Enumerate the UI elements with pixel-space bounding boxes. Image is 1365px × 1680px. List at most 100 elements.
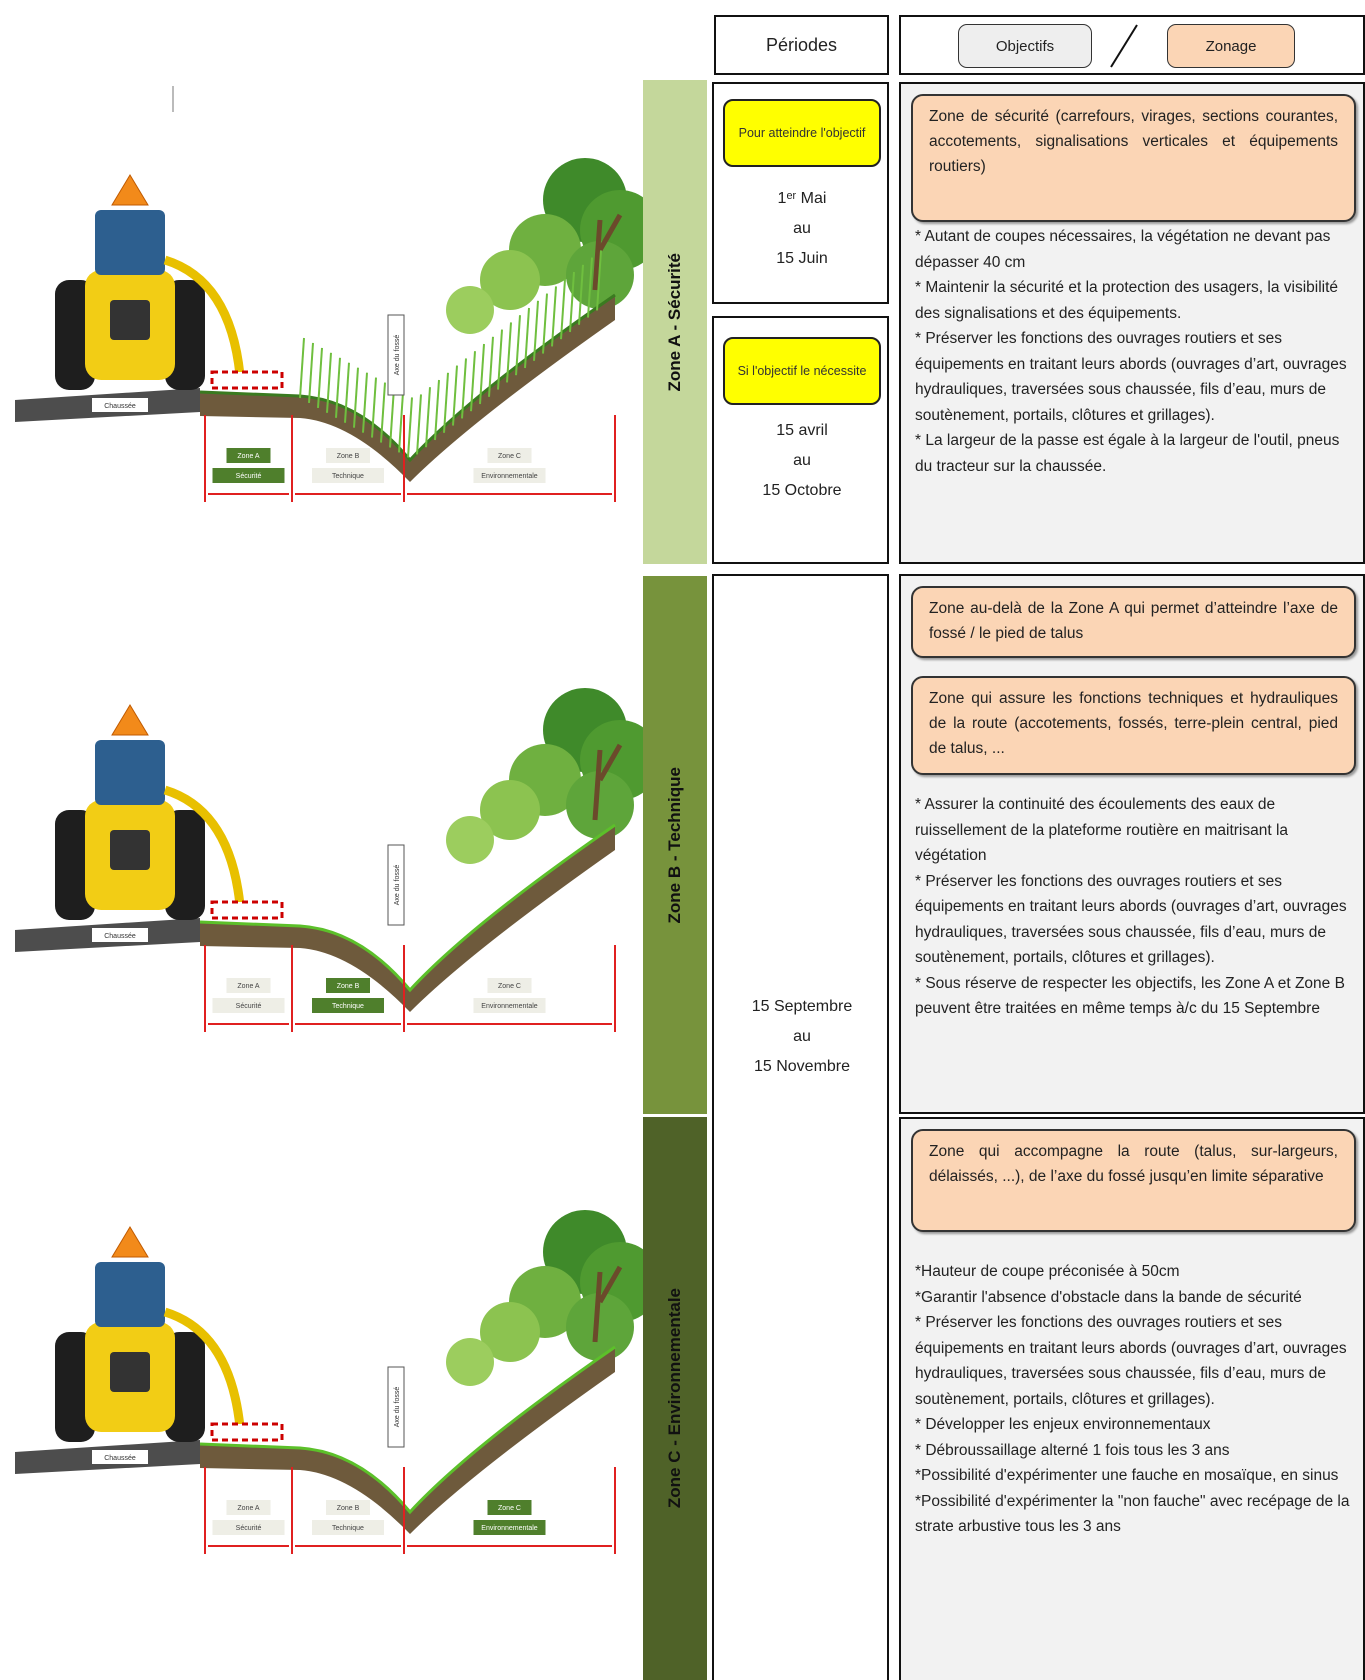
period-date: 15 avril bbox=[776, 422, 828, 439]
tree-foliage bbox=[480, 780, 540, 840]
period-a1: Pour atteindre l'objectif 1ᵉʳ Mai au 15 … bbox=[712, 82, 889, 304]
zone-tag-sub: Sécurité bbox=[236, 1525, 262, 1532]
road-label-box bbox=[92, 928, 148, 942]
zone-tag bbox=[312, 1520, 384, 1535]
grass bbox=[362, 372, 368, 433]
grass bbox=[407, 397, 413, 458]
zone-actions: * Assurer la continuité des écoulements … bbox=[915, 792, 1355, 1112]
zoning-header: Objectifs Zonage bbox=[899, 15, 1365, 75]
zone-tag bbox=[473, 998, 546, 1013]
action-item: * Préserver les fonctions des ouvrages r… bbox=[915, 872, 1347, 967]
action-item: * Autant de coupes nécessaires, la végét… bbox=[915, 228, 1331, 271]
grass bbox=[380, 382, 386, 443]
grass bbox=[551, 286, 557, 347]
zone-a-label: Zone A - Sécurité bbox=[665, 252, 684, 392]
grass bbox=[533, 300, 539, 361]
grass bbox=[317, 347, 323, 408]
grass bbox=[569, 271, 575, 333]
zone-tag bbox=[226, 978, 271, 993]
tractor-grille bbox=[110, 300, 150, 340]
grass bbox=[425, 387, 431, 448]
axis-box bbox=[387, 1366, 405, 1448]
zone-tag bbox=[326, 448, 370, 463]
zone-tag-sub: Technique bbox=[332, 1003, 364, 1010]
grass bbox=[371, 377, 377, 438]
periods-header-text: Périodes bbox=[765, 34, 838, 55]
grass bbox=[488, 336, 494, 397]
grass bbox=[470, 351, 476, 412]
slash-line bbox=[1110, 24, 1138, 68]
grass bbox=[497, 329, 503, 390]
grass bbox=[443, 372, 449, 433]
action-item: * Débroussaillage alterné 1 fois tous le… bbox=[915, 1441, 1230, 1459]
tractor-cab bbox=[95, 1262, 165, 1327]
tractor-grille bbox=[110, 1352, 150, 1392]
grass bbox=[560, 279, 566, 340]
road-label: Chaussée bbox=[104, 933, 136, 940]
action-item: * Sous réserve de respecter les objectif… bbox=[915, 974, 1345, 1018]
road-diagram: Chaussée Axe du fossé Zone A Sécurité Zone B… bbox=[15, 1210, 660, 1554]
zone-tag bbox=[487, 978, 532, 993]
action-item: * Maintenir la sécurité et la protection… bbox=[915, 279, 1339, 322]
zone-tag-name: Zone B bbox=[337, 983, 360, 990]
warning-sign bbox=[111, 704, 149, 736]
grass bbox=[299, 337, 305, 399]
action-item: *Possibilité d'expérimenter une fauche e… bbox=[915, 1467, 1339, 1484]
axis-label: Axe du fossé bbox=[394, 1387, 401, 1428]
grass bbox=[389, 387, 395, 448]
zoning-a: Zone de sécurité (carrefours, virages, s… bbox=[899, 82, 1365, 564]
tree-foliage bbox=[566, 771, 634, 839]
grass bbox=[596, 250, 602, 311]
periods-header: Périodes bbox=[714, 15, 889, 75]
period-date: 15 Novembre bbox=[753, 1058, 851, 1075]
zone-actions: * Autant de coupes nécessaires, la végét… bbox=[915, 224, 1355, 562]
zone-tag bbox=[487, 448, 532, 463]
period-date: au bbox=[793, 452, 811, 469]
mower bbox=[210, 370, 284, 390]
grass bbox=[479, 343, 485, 405]
zone-tag bbox=[487, 1500, 532, 1515]
grass bbox=[542, 293, 548, 354]
zone-tag-sub: Environnementale bbox=[481, 473, 538, 480]
zone-tag bbox=[212, 1520, 285, 1535]
objectives-pill: Objectifs bbox=[958, 24, 1092, 68]
zone-tag bbox=[312, 998, 384, 1013]
warning-sign bbox=[111, 174, 149, 206]
tree-trunk bbox=[592, 1265, 623, 1343]
grass bbox=[461, 358, 467, 419]
road-label-box bbox=[92, 398, 148, 412]
zone-tag-sub: Technique bbox=[332, 1525, 364, 1532]
zone-tag-name: Zone C bbox=[498, 983, 521, 990]
action-item: *Possibilité d'expérimenter la "non fauc… bbox=[915, 1492, 1350, 1536]
grass bbox=[515, 315, 521, 376]
tree-foliage bbox=[446, 816, 494, 864]
grass bbox=[578, 264, 584, 325]
zone-description: Zone qui accompagne la route (talus, sur… bbox=[911, 1129, 1356, 1232]
tree-foliage bbox=[480, 250, 540, 310]
tree-foliage bbox=[446, 286, 494, 334]
road-label: Chaussée bbox=[104, 1455, 136, 1462]
period-bc: 15 Septembre au 15 Novembre bbox=[712, 574, 889, 1680]
tractor-cab bbox=[95, 210, 165, 275]
zone-tag-sub: Environnementale bbox=[481, 1003, 538, 1010]
zone-tag bbox=[326, 1500, 370, 1515]
zone-c-label: Zone C - Environnementale bbox=[665, 1288, 684, 1509]
zone-b-bar: Zone B - Technique bbox=[643, 576, 707, 1114]
zone-tag bbox=[312, 468, 384, 483]
tree-trunk bbox=[592, 213, 623, 291]
warning-sign bbox=[111, 1226, 149, 1258]
period-date: 15 Septembre bbox=[751, 998, 853, 1015]
zone-tag-sub: Sécurité bbox=[236, 473, 262, 480]
zone-tag-sub: Sécurité bbox=[236, 1003, 262, 1010]
zone-description: Zone au-delà de la Zone A qui permet d’a… bbox=[911, 586, 1356, 658]
period-date: au bbox=[793, 220, 811, 237]
tree-foliage bbox=[566, 1293, 634, 1361]
zone-tag-name: Zone C bbox=[498, 1505, 521, 1512]
grass bbox=[587, 257, 593, 318]
period-date: 15 Juin bbox=[776, 250, 828, 267]
mower-arm bbox=[163, 785, 245, 906]
zone-tag bbox=[473, 1520, 546, 1535]
grass bbox=[326, 352, 332, 413]
